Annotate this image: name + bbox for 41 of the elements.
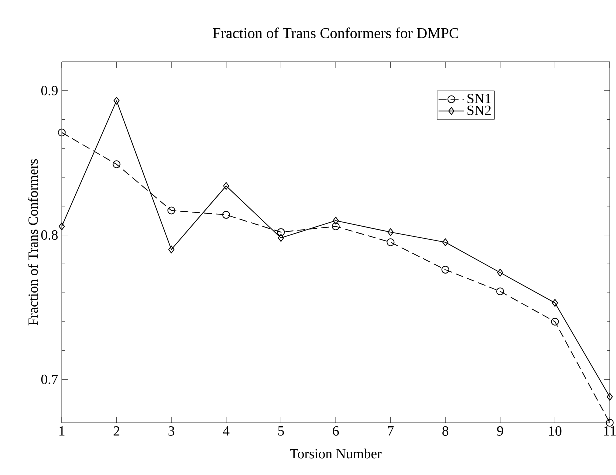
point: [278, 234, 284, 242]
point: [551, 318, 560, 326]
point: [552, 299, 558, 308]
y-tick-label: 0.9: [42, 86, 58, 96]
x-tick-label: 3: [168, 426, 175, 436]
point: [442, 266, 450, 274]
x-tick-label: 5: [278, 426, 284, 436]
point: [332, 216, 340, 225]
point: [112, 160, 121, 168]
y-axis-title: Fraction of Trans Conformers: [28, 159, 38, 326]
point: [497, 268, 504, 277]
point: [277, 228, 286, 236]
chart-title: Fraction of Trans Conformers for DMPC: [213, 28, 458, 38]
x-axis-title: Torsion Number: [290, 448, 382, 459]
y-tick-label: 0.8: [42, 230, 58, 240]
point: [168, 206, 176, 215]
point: [386, 238, 395, 246]
point: [606, 393, 614, 401]
point: [168, 246, 175, 254]
x-tick-label: 6: [333, 426, 340, 436]
point: [496, 288, 504, 296]
point: [442, 238, 449, 246]
point: [58, 222, 66, 231]
x-tick-label: 9: [497, 426, 504, 436]
x-tick-label: 10: [549, 426, 562, 436]
point: [223, 182, 230, 190]
point: [388, 228, 394, 236]
legend-label: SN1: [468, 94, 491, 104]
point: [58, 128, 66, 137]
point: [222, 211, 230, 219]
point: [606, 419, 614, 427]
x-tick-label: 4: [223, 426, 230, 436]
x-tick-label: 7: [388, 426, 394, 436]
point: [114, 97, 120, 105]
x-tick-label: 11: [604, 426, 616, 436]
x-tick-label: 1: [60, 426, 65, 436]
point: [332, 222, 340, 231]
x-tick-label: 2: [114, 426, 120, 436]
y-tick-label: 0.7: [42, 374, 58, 384]
legend-label: SN2: [468, 106, 491, 116]
x-tick-label: 8: [442, 426, 449, 436]
